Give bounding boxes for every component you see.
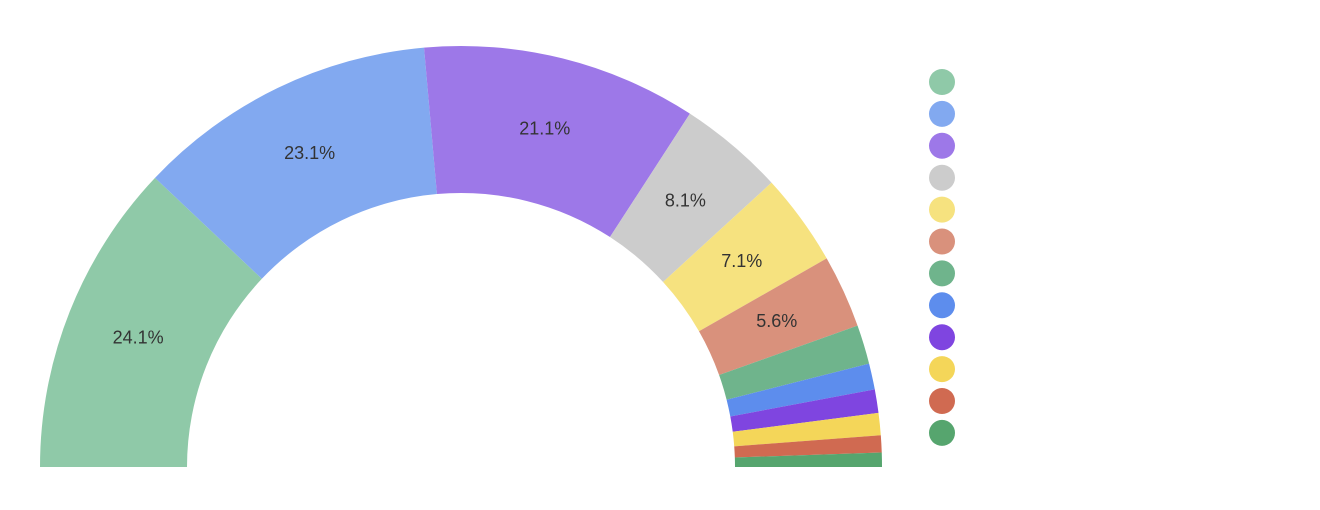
slice-labels: 24.1% 23.1% 21.1% 8.1% 7.1% 5.6% [113,118,798,347]
slice-6[interactable] [699,258,858,375]
legend-marker-2[interactable] [929,100,955,127]
slice-10[interactable] [732,412,881,447]
legend-marker-6[interactable] [929,228,955,255]
legend-marker-10[interactable] [929,356,955,383]
slice-label-1: 24.1% [113,327,164,347]
slice-7[interactable] [719,325,870,400]
slice-8[interactable] [726,363,875,417]
legend-marker-3[interactable] [929,132,955,159]
slices [40,45,882,467]
slice-label-5: 7.1% [721,251,762,271]
legend-marker-8[interactable] [929,292,955,319]
legend-marker-5[interactable] [929,196,955,223]
slice-5[interactable] [663,182,827,332]
legend-marker-1[interactable] [929,69,955,95]
slice-label-2: 23.1% [284,143,335,163]
slice-label-6: 5.6% [756,311,797,331]
slice-9[interactable] [730,389,879,432]
legend-marker-11[interactable] [929,388,955,414]
slice-4[interactable] [609,113,772,282]
slice-12[interactable] [734,452,882,467]
legend-marker-12[interactable] [929,419,955,446]
legend-marker-4[interactable] [929,164,955,191]
slice-label-3: 21.1% [519,118,570,138]
legend [929,69,955,446]
slice-2[interactable] [155,47,437,279]
legend-marker-9[interactable] [929,324,955,351]
slice-11[interactable] [734,435,882,458]
slice-3[interactable] [424,45,690,238]
slice-1[interactable] [40,177,262,467]
slice-label-4: 8.1% [665,190,706,210]
legend-marker-7[interactable] [929,260,955,287]
